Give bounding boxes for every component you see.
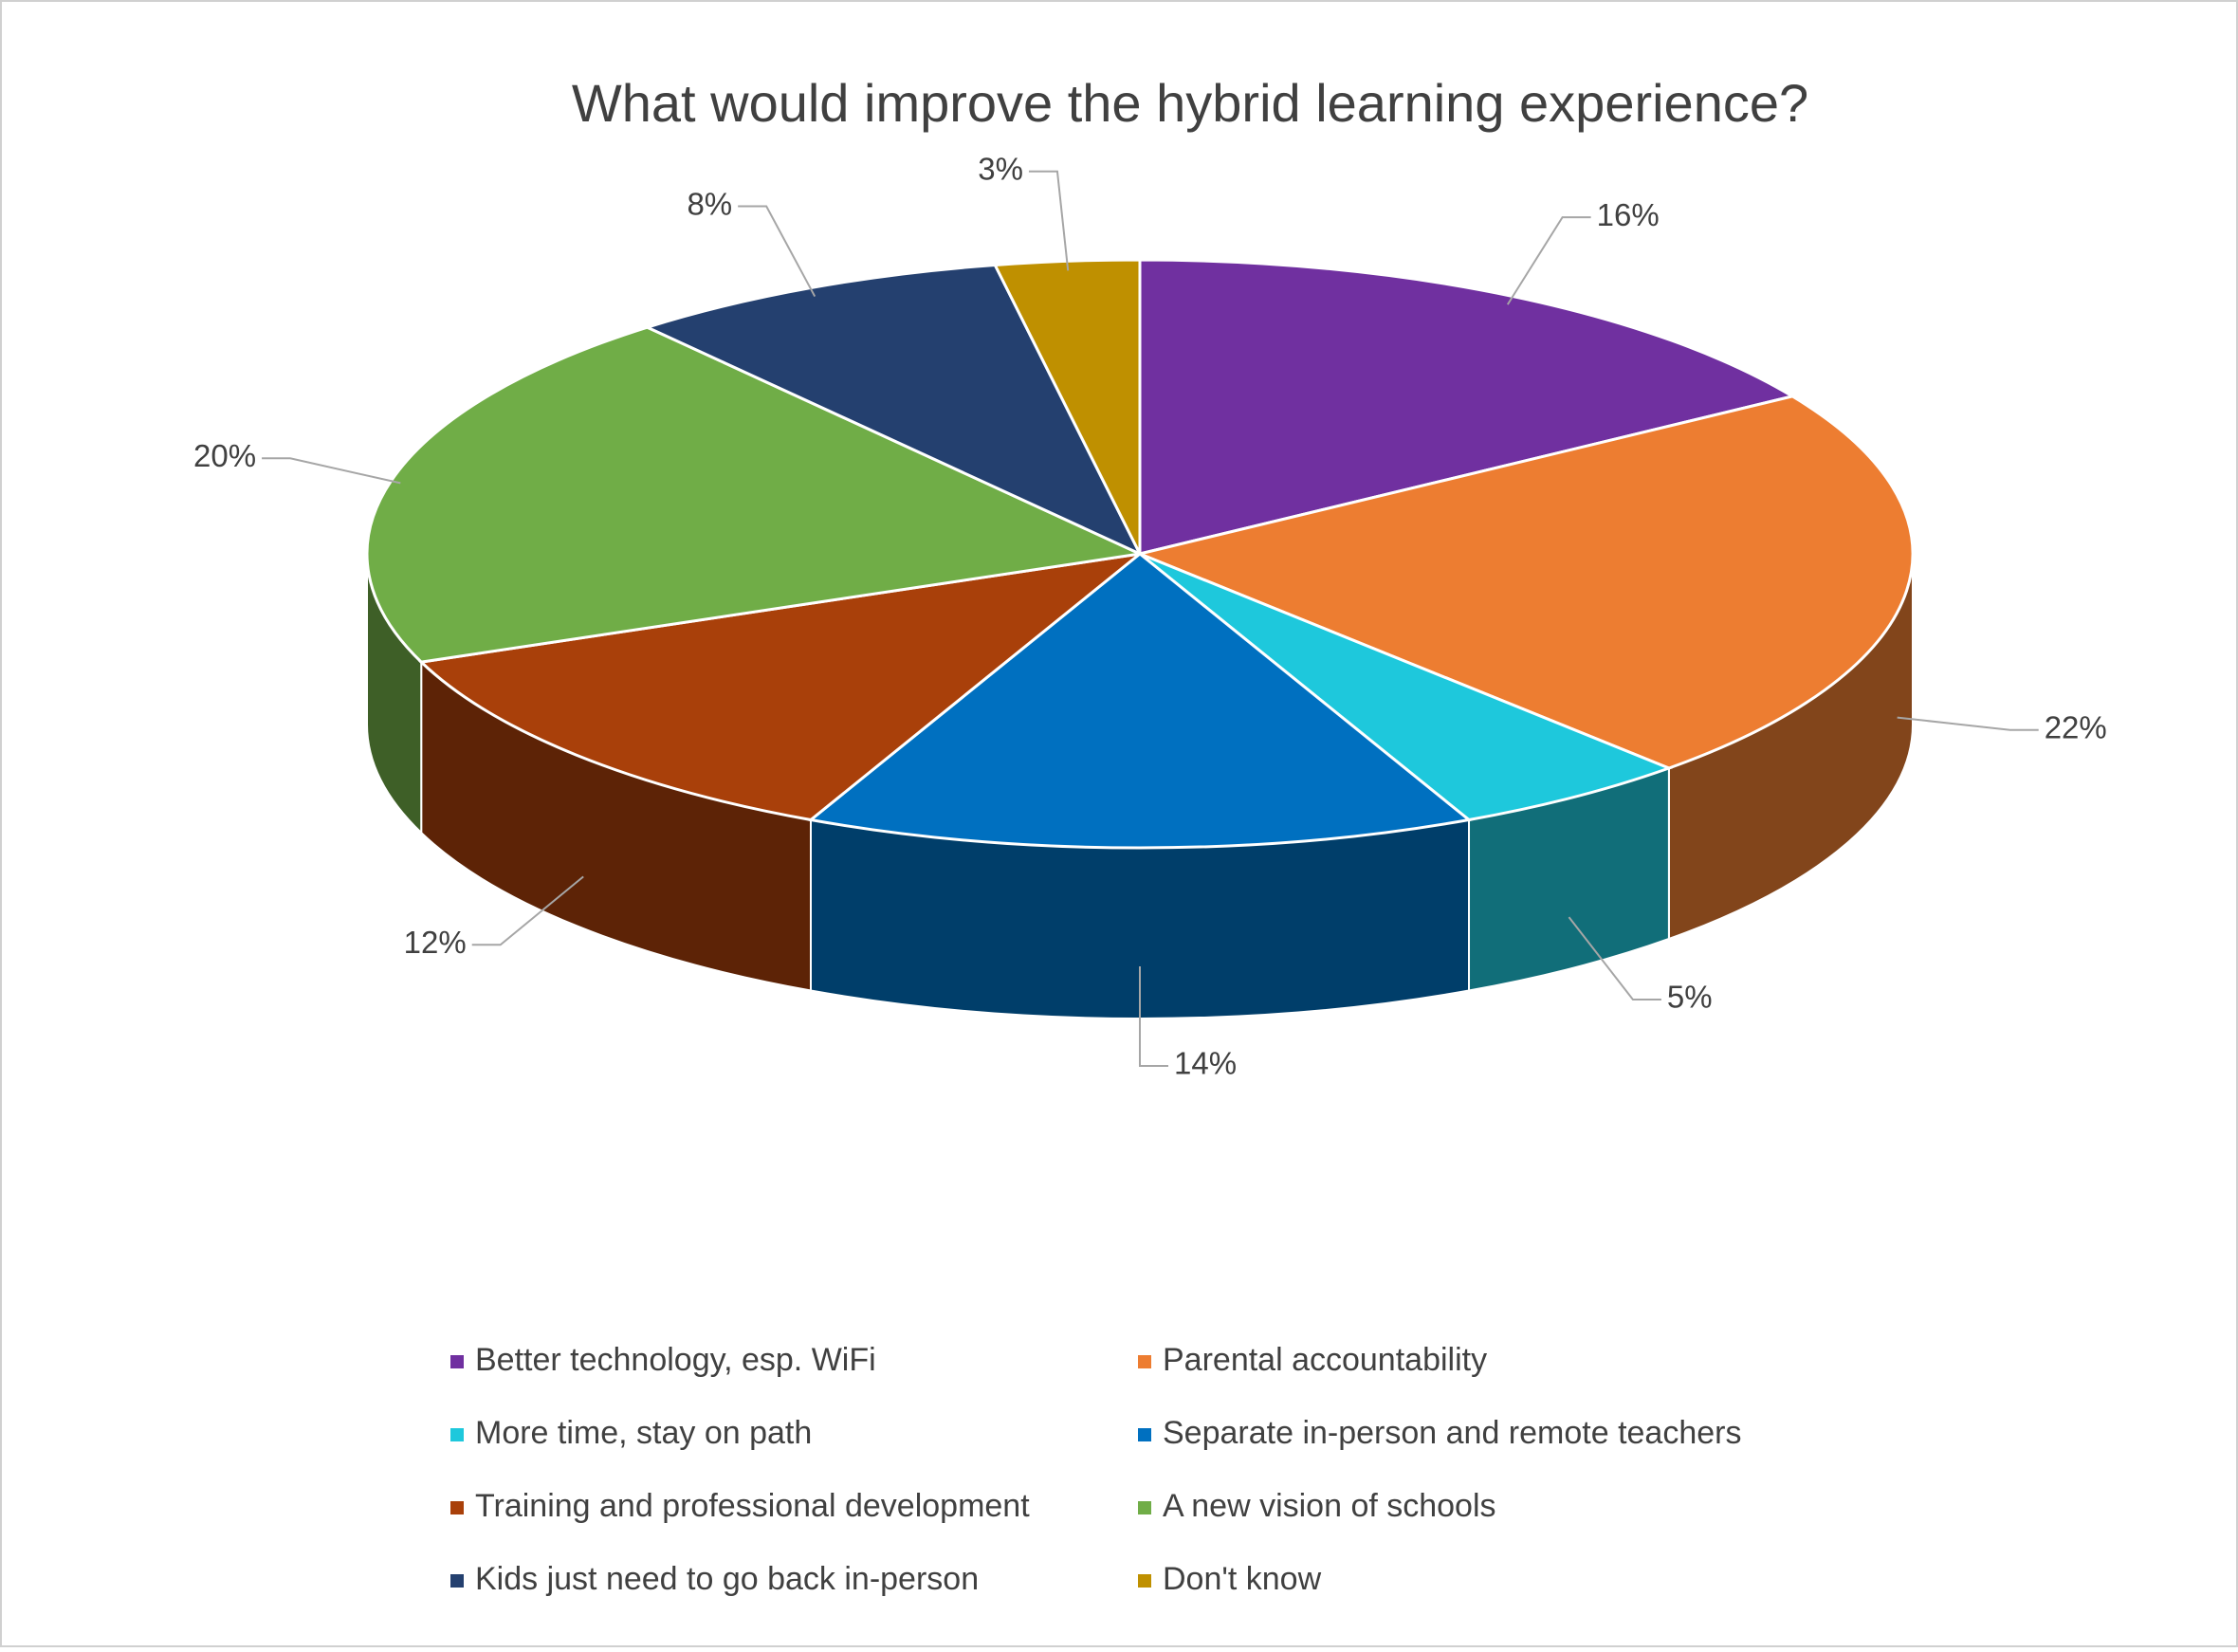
pie-slice bbox=[1135, 395, 1915, 770]
leader-line bbox=[1897, 716, 2039, 731]
data-label: 3% bbox=[978, 152, 1023, 187]
legend-label: Parental accountability bbox=[1163, 1342, 1487, 1378]
leader-line bbox=[738, 205, 816, 298]
pie-slice bbox=[807, 552, 1473, 850]
pie-slice bbox=[1139, 552, 1674, 822]
leader-line bbox=[262, 457, 401, 485]
leader-line bbox=[1506, 216, 1591, 305]
leader-line bbox=[471, 875, 584, 946]
legend-swatch bbox=[450, 1501, 464, 1514]
legend-swatch bbox=[1138, 1428, 1151, 1441]
legend-label: More time, stay on path bbox=[475, 1415, 812, 1451]
pie-slice bbox=[417, 551, 1146, 822]
legend-label: Don't know bbox=[1163, 1561, 1322, 1597]
legend-label: A new vision of schools bbox=[1163, 1488, 1496, 1524]
legend-label: Kids just need to go back in-person bbox=[475, 1561, 979, 1597]
data-label: 22% bbox=[2045, 709, 2107, 744]
leader-line bbox=[1028, 170, 1070, 271]
legend-label: Separate in-person and remote teachers bbox=[1163, 1415, 1741, 1451]
data-label: 5% bbox=[1667, 980, 1713, 1015]
legend-label: Training and professional development bbox=[475, 1488, 1030, 1524]
chart-title: What would improve the hybrid learning e… bbox=[572, 73, 1808, 133]
leader-line bbox=[1568, 916, 1661, 1000]
leader-line bbox=[1139, 966, 1168, 1067]
legend-swatch bbox=[450, 1574, 464, 1588]
legend-swatch bbox=[1138, 1574, 1151, 1588]
legend-swatch bbox=[1138, 1501, 1151, 1514]
data-label: 12% bbox=[404, 925, 467, 960]
data-label: 16% bbox=[1597, 197, 1660, 232]
data-label: 20% bbox=[193, 438, 256, 473]
legend-swatch bbox=[1138, 1355, 1151, 1368]
legend-swatch bbox=[450, 1355, 464, 1368]
legend-swatch bbox=[450, 1428, 464, 1441]
data-label: 8% bbox=[687, 186, 732, 221]
legend-label: Better technology, esp. WiFi bbox=[475, 1342, 876, 1378]
data-label: 14% bbox=[1174, 1046, 1237, 1081]
